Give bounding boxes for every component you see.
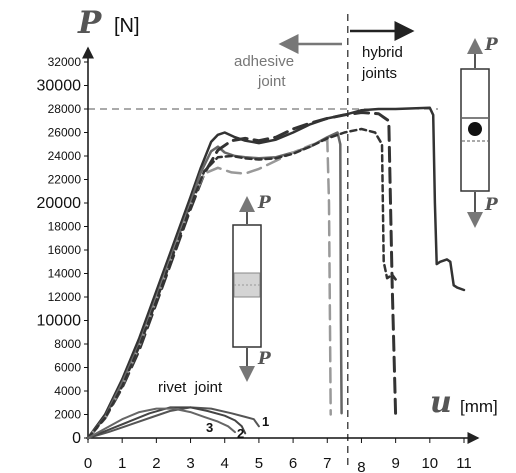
curve-label-1: 1 [262,414,269,429]
y-tick-label: 6000 [54,361,81,375]
x-tick-label: 10 [421,455,438,472]
x-tick-label: 0 [84,455,92,472]
adhesive-joint-label-2: joint [257,73,286,90]
series-line-8 [87,407,236,439]
x-ticks: 0 1 2 3 4 5 6 7 8 9 10 11 [84,438,472,473]
x-axis-unit: [mm] [460,397,498,416]
hybrid-specimen-p-top: P [484,35,499,55]
series-line-7 [87,406,247,439]
y-tick-label: 2000 [54,408,81,422]
hybrid-specimen-icon: P P [460,35,499,228]
y-axis-symbol: P [77,5,103,41]
y-tick-label: 22000 [48,173,82,187]
y-tick-label: 16000 [48,243,82,257]
x-tick-label: 11 [456,455,472,472]
x-tick-label: 8 [357,459,365,473]
x-tick-label: 5 [255,455,263,472]
series-line-5 [86,127,397,440]
y-tick-label: 32000 [48,55,82,69]
y-tick-label: 24000 [48,149,82,163]
adhesive-specimen-p-top: P [257,193,272,213]
curve-label-3: 3 [206,420,213,435]
x-tick-label: 7 [323,455,331,472]
series-line-1 [86,106,466,440]
x-axis-symbol: u [430,385,452,420]
y-tick-label: 20000 [37,195,82,212]
series-group [86,106,466,440]
rivet-joint-label: rivet joint [158,379,223,396]
y-tick-label: 12000 [48,290,82,304]
adhesive-joint-label-1: adhesive [234,53,294,70]
y-tick-label: 10000 [37,313,82,330]
x-tick-label: 1 [118,455,126,472]
adhesive-specimen-p-bottom: P [257,349,272,369]
y-tick-label: 30000 [37,78,82,95]
y-axis-unit: [N] [114,15,140,37]
hybrid-joints-label-2: joints [361,65,397,82]
series-line-6 [87,406,260,439]
adhesive-specimen-icon: P P [232,193,272,382]
x-tick-label: 4 [221,455,229,472]
y-tick-label: 28000 [48,102,82,116]
x-tick-label: 6 [289,455,297,472]
y-tick-label: 14000 [48,267,82,281]
hybrid-joints-label-1: hybrid [362,44,403,61]
y-tick-label: 26000 [48,126,82,140]
y-tick-label: 8000 [54,337,81,351]
y-tick-label: 4000 [54,384,81,398]
hybrid-specimen-p-bottom: P [484,195,499,215]
x-tick-label: 3 [186,455,194,472]
curve-label-2: 2 [237,426,244,441]
x-tick-label: 9 [391,455,399,472]
y-tick-label: 18000 [48,220,82,234]
y-tick-label: 0 [72,430,81,447]
x-tick-label: 2 [152,455,160,472]
y-ticks: 0 2000 4000 6000 8000 10000 12000 14000 16000 180… [37,55,88,447]
